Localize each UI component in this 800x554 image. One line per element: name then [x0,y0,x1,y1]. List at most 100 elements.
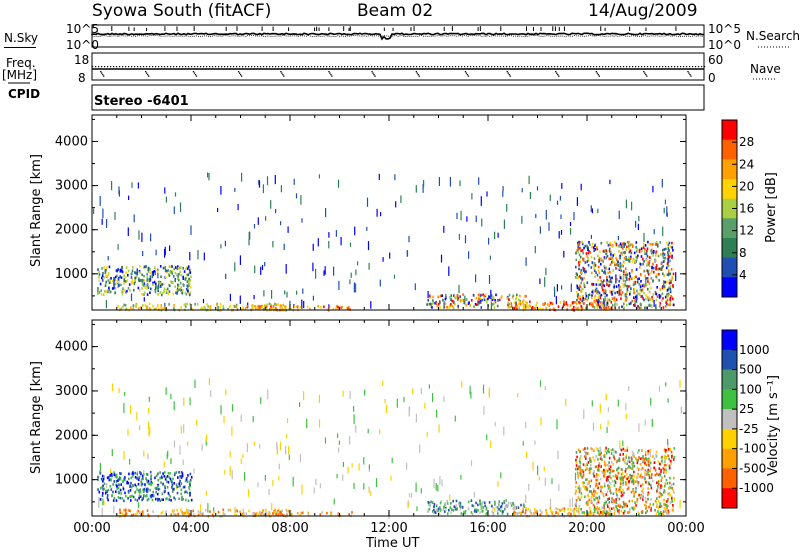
heat-cell [642,460,644,464]
freq-dip-dot [238,72,241,74]
heat-cell [578,259,581,262]
heat-cell [657,245,659,248]
heat-cell [663,207,665,214]
heat-cell [164,471,166,474]
heat-cell [598,482,601,485]
heat-cell [586,478,588,481]
heat-cell [650,498,652,501]
heat-cell [121,265,123,269]
heat-cell [493,306,496,309]
heat-cell [433,505,435,509]
heat-cell [101,267,103,270]
heat-cell [571,497,574,507]
heat-cell [658,472,661,476]
heat-cell [625,414,627,420]
heat-cell [648,304,650,307]
heat-cell [578,240,580,244]
heat-cell [115,480,118,483]
heat-cell [134,483,136,487]
heat-cell [462,299,464,302]
heat-cell [104,271,107,274]
heat-cell [625,293,628,296]
heat-cell [668,492,671,495]
heat-cell [408,407,410,417]
heat-cell [594,465,597,469]
nave-dot [311,66,313,68]
heat-cell [656,273,658,276]
freq-dip-dot [509,75,511,77]
heat-cell [224,470,226,475]
heat-cell [663,253,666,256]
heat-cell [246,305,249,308]
heat-cell [633,251,636,255]
heat-cell [585,486,587,489]
heat-cell [513,301,516,304]
heat-cell [578,487,581,491]
heat-cell [558,484,560,491]
heat-cell [672,303,675,307]
freq-dip-dot [194,74,197,76]
heat-cell [124,476,126,479]
heat-cell [288,446,290,455]
heat-cell [600,279,603,283]
nave-dot [611,66,613,68]
heat-cell [124,275,127,279]
heat-cell [239,510,241,514]
heat-cell [172,477,174,481]
heat-cell [142,477,144,480]
heat-cell [176,267,179,271]
heat-cell [187,265,190,268]
heat-cell [278,463,280,470]
nave-dot [629,66,631,68]
heat-cell [624,449,626,452]
heat-cell [457,298,459,302]
heat-cell [625,273,627,276]
heat-cell [470,499,473,502]
nave-dot [395,66,397,68]
heat-cell [626,472,628,476]
heat-cell [606,503,609,507]
colorbar-cell [722,277,737,298]
heat-cell [528,305,530,309]
heat-cell [471,504,474,507]
heat-cell [137,478,140,482]
heat-cell [500,505,503,508]
heat-cell [138,306,140,310]
nave-dot [434,66,436,68]
heat-cell [638,250,641,253]
heat-cell [597,300,599,303]
freq-dip-dot [644,72,646,74]
heat-cell [603,482,606,485]
heat-cell [233,304,235,308]
heat-cell [180,273,182,277]
freq-dip-dot [417,74,419,76]
heat-cell [106,490,108,493]
heat-cell [668,457,670,461]
heat-cell [140,278,142,282]
nave-dot [161,66,163,68]
heat-cell [203,252,205,261]
heat-cell [610,301,613,304]
colorbar-cell [722,159,737,180]
heat-cell [189,491,191,495]
heat-cell [594,275,596,279]
heat-cell [634,501,636,504]
heat-cell [587,246,589,250]
heat-cell [624,267,627,271]
heat-cell [639,475,641,479]
heat-cell [586,488,588,492]
heat-cell [438,302,440,306]
heat-cell [460,512,463,515]
heat-cell [596,306,599,310]
heat-cell [639,288,641,292]
heat-cell [591,245,593,249]
heat-cell [141,474,144,478]
heat-cell [384,399,386,404]
nave-dot [569,66,571,68]
nave-dot [299,66,301,68]
heat-cell [624,461,626,464]
heat-cell [419,444,421,454]
heat-cell [609,509,612,513]
heat-cell [586,260,589,263]
heat-cell [671,241,673,245]
